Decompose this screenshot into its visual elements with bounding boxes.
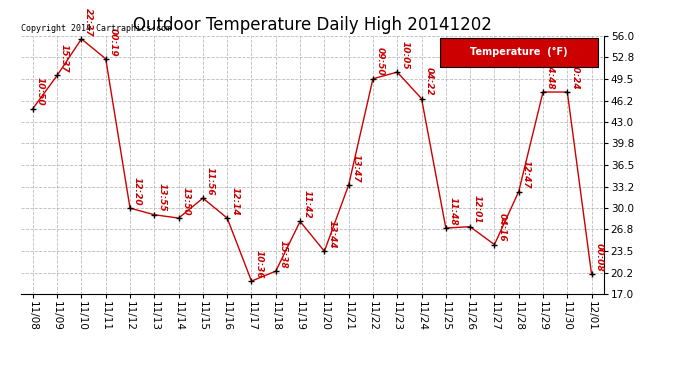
Text: 11:56: 11:56 [206,167,215,195]
Text: 12:14: 12:14 [230,187,239,215]
Text: 13:50: 13:50 [181,187,190,215]
Text: 11:42: 11:42 [303,190,312,219]
Title: Outdoor Temperature Daily High 20141202: Outdoor Temperature Daily High 20141202 [132,16,492,34]
Text: 12:01: 12:01 [473,195,482,224]
Text: 04:16: 04:16 [497,213,506,242]
Text: 10:50: 10:50 [36,77,45,106]
Text: 12:20: 12:20 [133,177,142,206]
Text: 13:44: 13:44 [327,220,336,249]
Text: Copyright 2014 Cartraphics.com: Copyright 2014 Cartraphics.com [21,24,170,33]
Text: 10:05: 10:05 [400,41,409,69]
Text: 15:38: 15:38 [279,240,288,268]
Text: 11:48: 11:48 [448,197,457,225]
Text: 15:37: 15:37 [60,44,69,73]
Text: 22:37: 22:37 [84,8,93,36]
Text: 04:22: 04:22 [424,68,433,96]
Text: 12:47: 12:47 [522,160,531,189]
Text: 00:24: 00:24 [570,61,579,89]
Text: 13:55: 13:55 [157,183,166,212]
Text: 13:47: 13:47 [352,154,361,182]
FancyBboxPatch shape [440,38,598,67]
Text: 10:36: 10:36 [255,250,264,279]
Text: 00:08: 00:08 [595,243,604,272]
Text: 09:50: 09:50 [376,48,385,76]
Text: 14:48: 14:48 [546,61,555,89]
Text: Temperature  (°F): Temperature (°F) [471,47,568,57]
Text: 00:19: 00:19 [108,28,117,56]
